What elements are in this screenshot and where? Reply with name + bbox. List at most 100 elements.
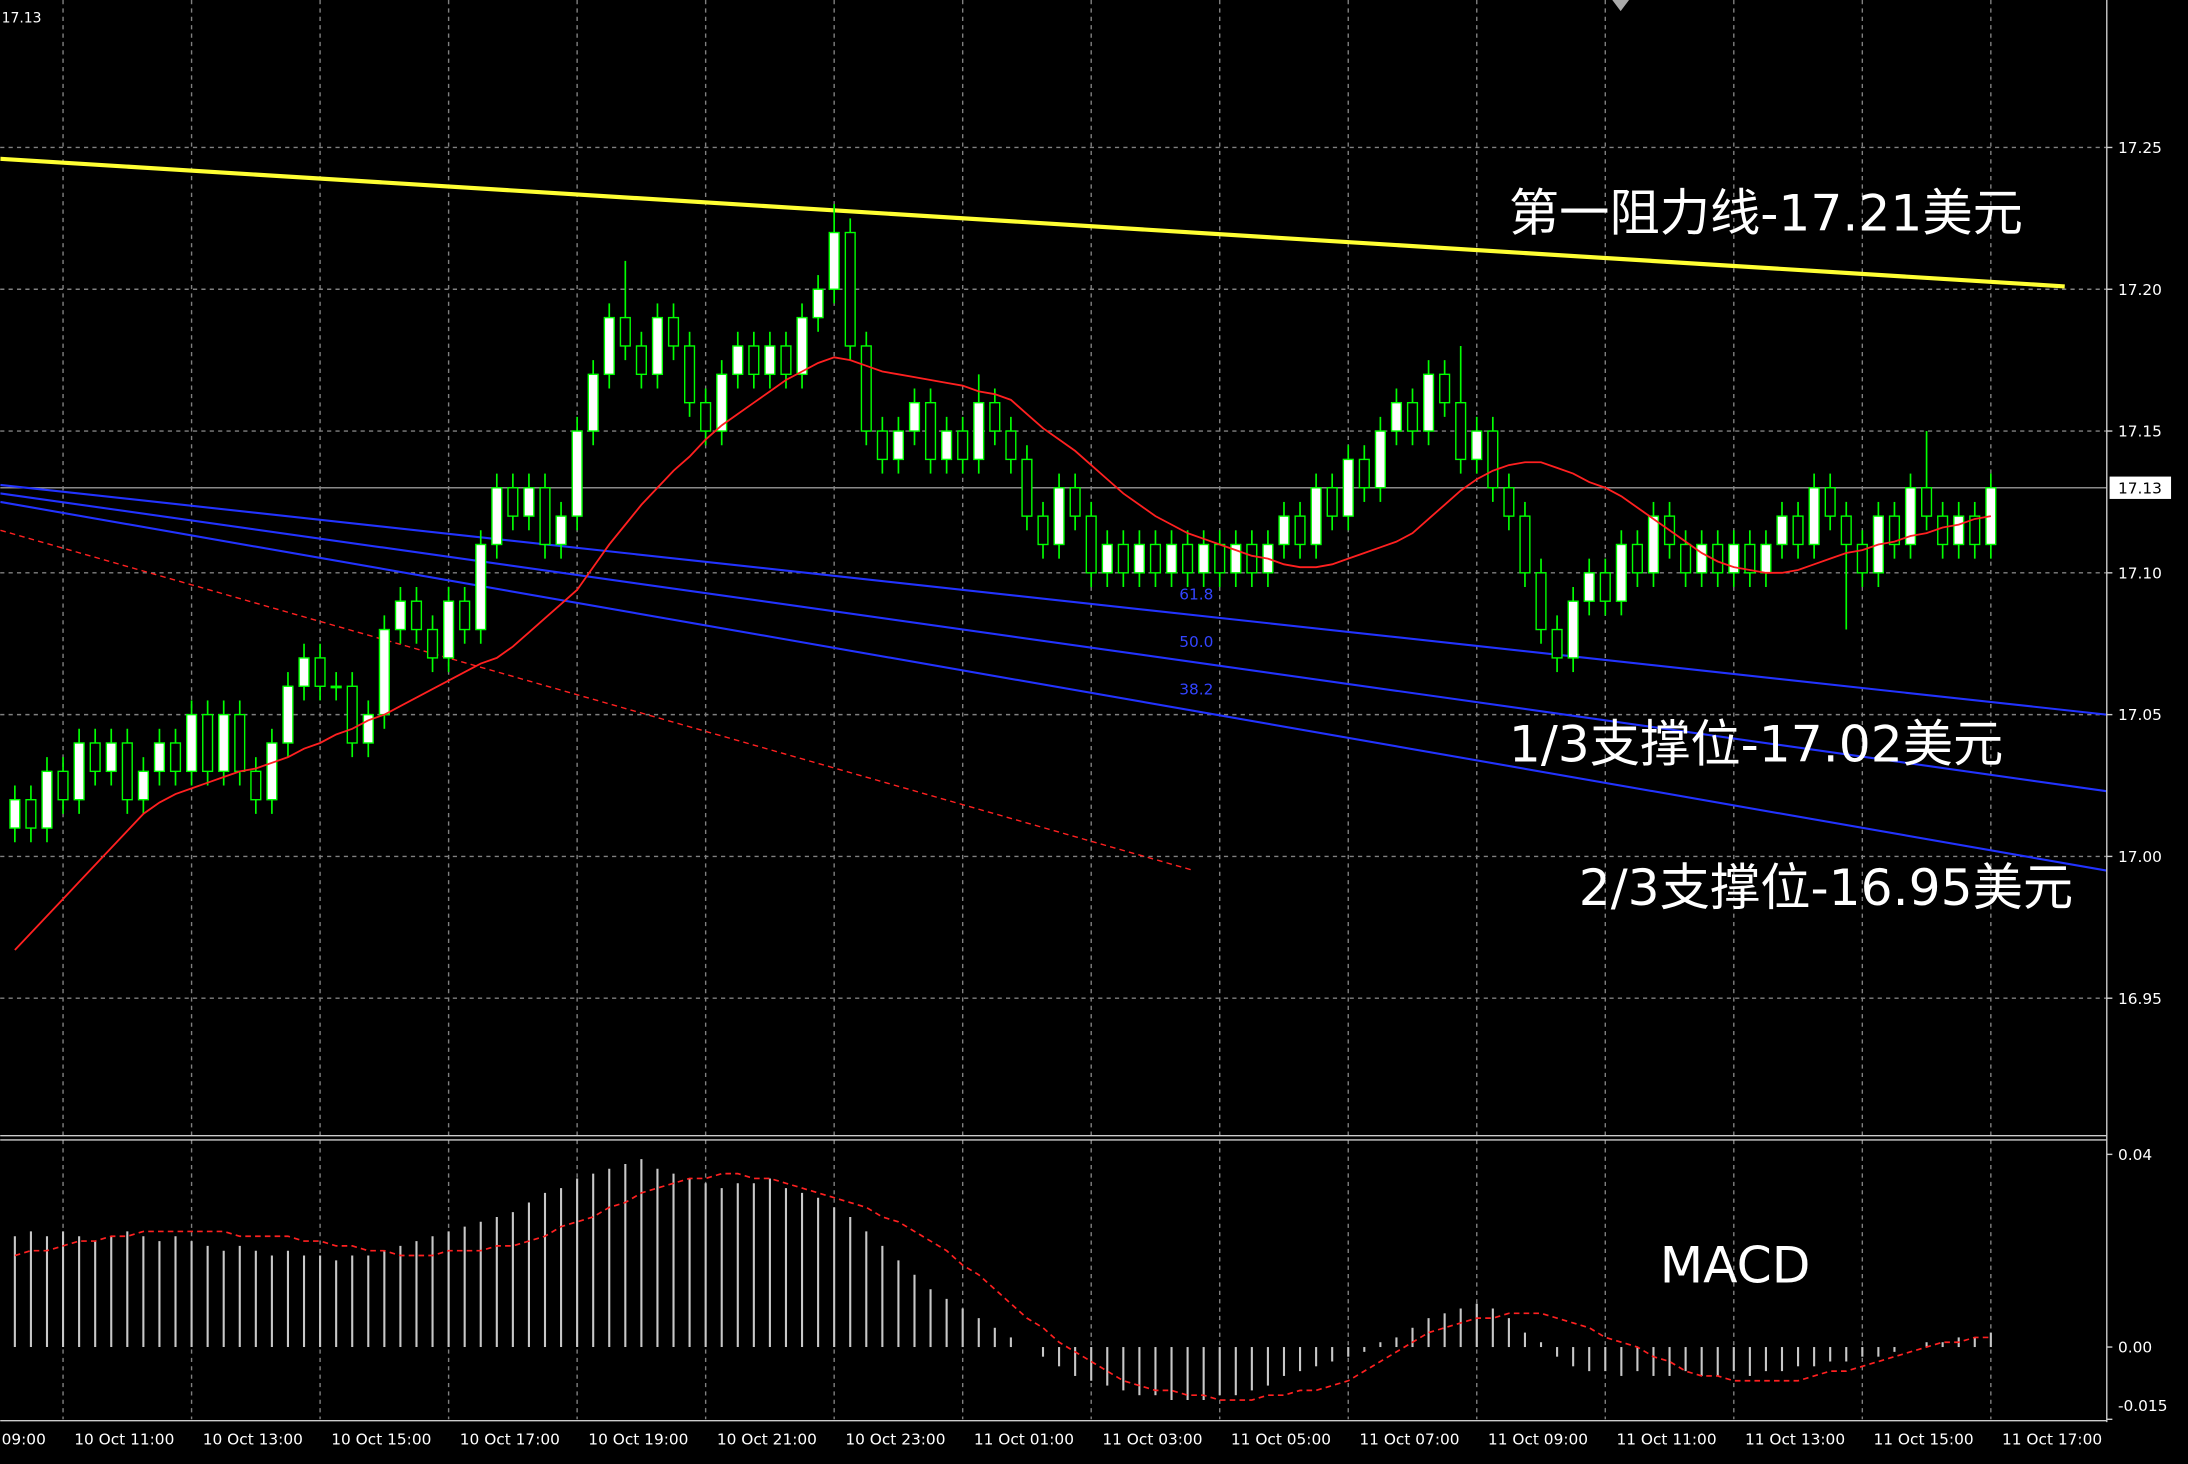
candle-body	[1647, 515, 1660, 574]
x-tick-label: 10 Oct 11:00	[74, 1430, 174, 1448]
candle-body	[1165, 543, 1178, 574]
candle-body	[908, 401, 921, 432]
candle-body	[25, 798, 37, 829]
candle-body	[1358, 458, 1370, 489]
candle-body	[1969, 515, 1981, 546]
shift-marker	[1612, 0, 1630, 12]
candle-body	[1519, 515, 1531, 574]
trend-line	[0, 156, 2065, 289]
candle-body	[346, 685, 358, 744]
candle-body	[1888, 515, 1901, 546]
candle-body	[748, 345, 760, 376]
x-tick-label: 11 Oct 07:00	[1359, 1430, 1459, 1448]
annotation: 第一阻力线-17.21美元	[1509, 183, 2023, 242]
main-panel	[0, 156, 2107, 951]
y-tick-label: 17.05	[2118, 706, 2162, 724]
candle-body	[667, 316, 680, 347]
price-label: 17.13	[2118, 479, 2162, 497]
candle-body	[491, 487, 503, 546]
candle-body	[1439, 373, 1451, 404]
candle-body	[426, 628, 439, 659]
candle-body	[250, 770, 262, 801]
x-tick-label: 10 Oct 17:00	[460, 1430, 560, 1448]
x-tick-label: 10 Oct 15:00	[331, 1430, 431, 1448]
candle-body	[105, 742, 117, 773]
candle-body	[700, 401, 712, 432]
candle-body	[459, 600, 471, 631]
candle-body	[876, 430, 888, 461]
candle-body	[410, 600, 423, 631]
trend-line	[0, 492, 2107, 793]
candle-body	[89, 742, 101, 773]
y-tick-label: 17.00	[2118, 848, 2162, 866]
candle-body	[892, 430, 905, 461]
candle-body	[1567, 600, 1579, 659]
candle-body	[651, 316, 664, 376]
candle-body	[1503, 487, 1515, 517]
candle-body	[282, 685, 294, 744]
candle-body	[1198, 543, 1210, 574]
candle-body	[1599, 572, 1611, 602]
candle-body	[957, 430, 969, 461]
candle-body	[635, 345, 647, 376]
x-tick-label: 11 Oct 15:00	[1873, 1430, 1973, 1448]
annotation: 2/3支撑位-16.95美元	[1579, 858, 2073, 917]
candle-body	[73, 742, 85, 801]
candle-body	[555, 515, 567, 546]
candle-body	[1085, 515, 1097, 574]
fib-label: 50.0	[1179, 633, 1213, 651]
candle-body	[1856, 543, 1868, 574]
candle-body	[1840, 515, 1852, 546]
candle-body	[941, 430, 953, 461]
candle-body	[764, 345, 776, 376]
x-tick-label: 11 Oct 01:00	[974, 1430, 1074, 1448]
candle-body	[973, 401, 985, 461]
y-tick-label: 17.25	[2118, 139, 2162, 157]
candle-body	[57, 770, 69, 801]
candle-body	[121, 742, 133, 801]
candle-body	[169, 742, 182, 773]
candle-body	[185, 713, 198, 773]
candle-body	[1005, 430, 1017, 461]
candle-body	[603, 316, 615, 376]
candle-body	[1342, 458, 1354, 517]
candle-body	[716, 373, 728, 432]
candle-body	[732, 345, 744, 376]
candle-body	[1455, 401, 1467, 461]
candle-body	[1631, 543, 1643, 574]
candle-body	[860, 345, 872, 432]
x-tick-label: 10 Oct 19:00	[588, 1430, 688, 1448]
y-tick-label: 16.95	[2118, 990, 2162, 1008]
candle-body	[619, 316, 631, 347]
y-tick-label: 0.00	[2118, 1339, 2152, 1357]
candle-body	[1487, 430, 1499, 489]
fib-label: 61.8	[1179, 585, 1213, 603]
candle-body	[1728, 543, 1740, 574]
candle-body	[9, 798, 21, 829]
candle-body	[378, 628, 390, 716]
candle-body	[1133, 543, 1145, 574]
x-tick-label: 10 Oct 23:00	[845, 1430, 945, 1448]
candle-body	[1696, 543, 1708, 574]
x-tick-label: 11 Oct 03:00	[1102, 1430, 1202, 1448]
candle-body	[1037, 515, 1049, 546]
candle-body	[1680, 543, 1692, 574]
y-tick-label: 17.20	[2118, 281, 2162, 299]
candle-body	[298, 657, 310, 687]
candle-body	[924, 401, 937, 461]
candle-body	[1149, 543, 1162, 574]
candle-body	[539, 487, 551, 546]
candle-body	[989, 401, 1001, 432]
candle-body	[1615, 543, 1627, 602]
y-tick-label: 17.15	[2118, 423, 2162, 441]
y-tick-label: -0.015	[2118, 1397, 2168, 1415]
candle-body	[1214, 543, 1226, 574]
candle-body	[330, 685, 342, 689]
candle-body	[137, 770, 149, 801]
candle-body	[1310, 487, 1322, 546]
candle-body	[394, 600, 407, 631]
candle-body	[796, 316, 808, 376]
x-tick-label: 11 Oct 05:00	[1231, 1430, 1331, 1448]
candle-body	[41, 770, 53, 829]
